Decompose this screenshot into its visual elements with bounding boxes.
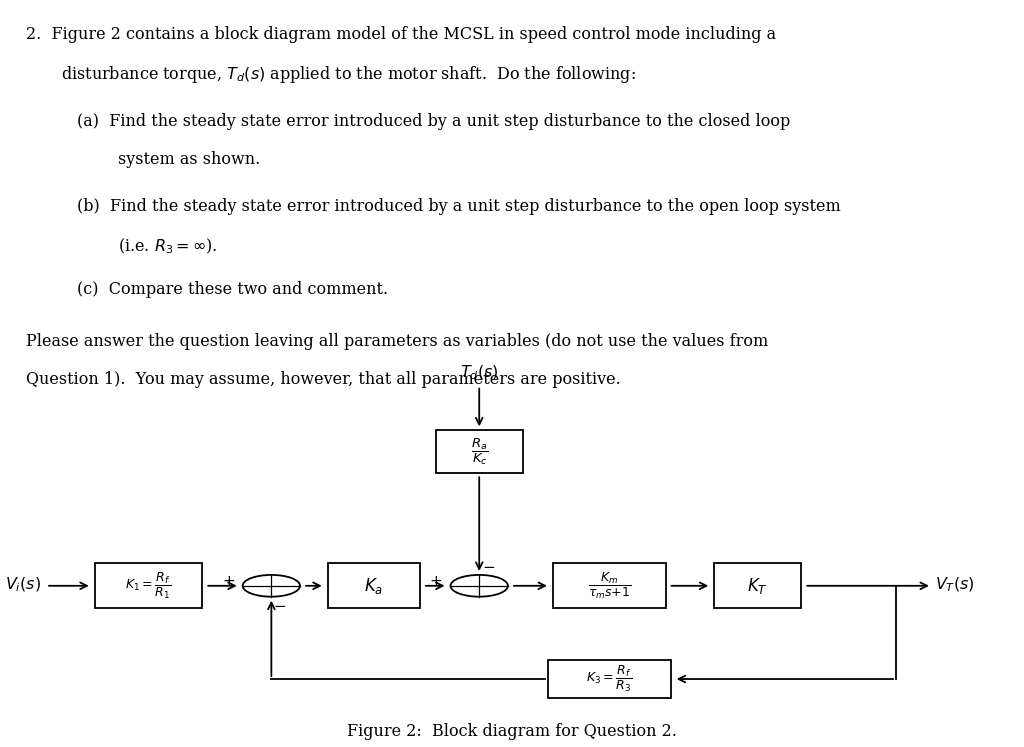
Text: 2.  Figure 2 contains a block diagram model of the MCSL in speed control mode in: 2. Figure 2 contains a block diagram mod… [26, 26, 776, 43]
Text: $K_T$: $K_T$ [748, 576, 768, 596]
Bar [94, 563, 203, 608]
Text: $T_d(s)$: $T_d(s)$ [460, 364, 499, 382]
Text: Question 1).  You may assume, however, that all parameters are positive.: Question 1). You may assume, however, th… [26, 371, 621, 388]
Text: $K_1 = \dfrac{R_f}{R_1}$: $K_1 = \dfrac{R_f}{R_1}$ [126, 571, 171, 601]
Text: (i.e. $R_3 = \infty$).: (i.e. $R_3 = \infty$). [118, 236, 217, 255]
Bar [715, 563, 801, 608]
Bar [548, 660, 671, 698]
Text: Please answer the question leaving all parameters as variables (do not use the v: Please answer the question leaving all p… [26, 333, 768, 350]
Text: $K_a$: $K_a$ [365, 576, 383, 596]
Bar [436, 430, 523, 473]
Bar [328, 563, 420, 608]
Text: −: − [273, 599, 286, 614]
Text: system as shown.: system as shown. [118, 151, 260, 168]
Text: $V_i(s)$: $V_i(s)$ [5, 576, 41, 594]
Text: $K_3 = \dfrac{R_f}{R_3}$: $K_3 = \dfrac{R_f}{R_3}$ [587, 664, 632, 694]
Text: Figure 2:  Block diagram for Question 2.: Figure 2: Block diagram for Question 2. [347, 723, 677, 740]
Text: $V_T(s)$: $V_T(s)$ [935, 576, 975, 594]
Text: +: + [222, 574, 234, 589]
Text: disturbance torque, $T_d(s)$ applied to the motor shaft.  Do the following:: disturbance torque, $T_d(s)$ applied to … [61, 64, 636, 85]
Text: +: + [430, 574, 442, 589]
Text: (a)  Find the steady state error introduced by a unit step disturbance to the cl: (a) Find the steady state error introduc… [77, 114, 791, 130]
Text: (b)  Find the steady state error introduced by a unit step disturbance to the op: (b) Find the steady state error introduc… [77, 199, 841, 215]
Text: −: − [482, 560, 495, 575]
Bar [553, 563, 666, 608]
Text: (c)  Compare these two and comment.: (c) Compare these two and comment. [77, 282, 388, 298]
Text: $\dfrac{K_m}{\tau_m s{+}1}$: $\dfrac{K_m}{\tau_m s{+}1}$ [588, 571, 631, 601]
Text: $\dfrac{R_a}{K_c}$: $\dfrac{R_a}{K_c}$ [471, 437, 487, 467]
